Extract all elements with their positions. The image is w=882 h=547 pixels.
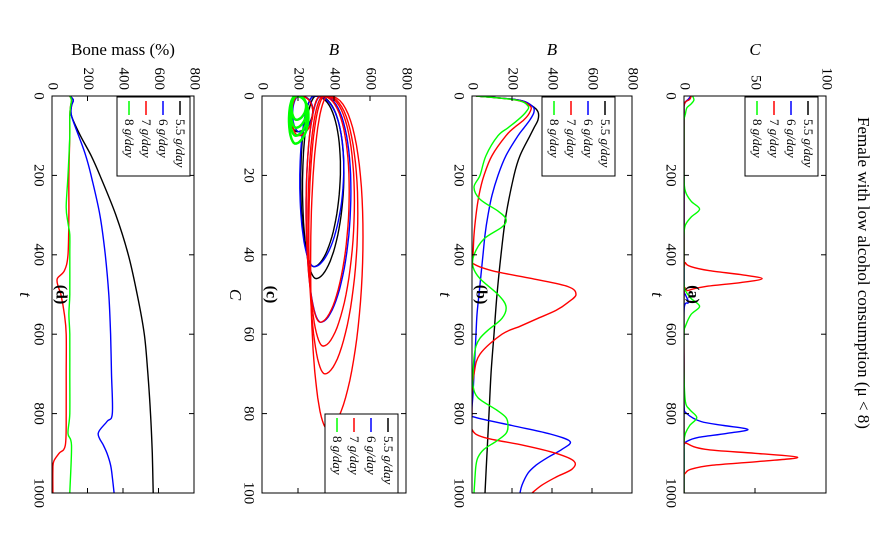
y-tick-label: 600 — [363, 68, 379, 91]
x-tick-label: 200 — [663, 164, 679, 187]
y-tick-label: 600 — [151, 68, 167, 91]
legend-label-6: 6 g/day — [156, 119, 171, 158]
legend-label-8: 8 g/day — [330, 436, 345, 475]
plot-area-b — [472, 96, 577, 493]
x-tick-label: 0 — [663, 92, 679, 100]
x-tick-label: 1000 — [31, 478, 47, 508]
series-8-line — [65, 96, 73, 493]
x-tick-label: 400 — [31, 244, 47, 266]
y-axis-label: C — [749, 40, 761, 59]
x-tick-label: 600 — [31, 323, 47, 346]
legend-label-7: 7 g/day — [564, 119, 579, 158]
x-tick-label: 1000 — [663, 478, 679, 508]
series-7-line — [684, 96, 799, 493]
x-tick-label: 800 — [31, 402, 47, 425]
legend-label-5-5: 5.5 g/day — [801, 119, 816, 168]
y-tick-label: 200 — [80, 68, 96, 91]
y-tick-label: 0 — [45, 83, 61, 91]
y-tick-label: 100 — [819, 68, 835, 91]
panel-label-c: (c) — [262, 286, 279, 304]
x-tick-label: 100 — [241, 482, 257, 505]
legend-label-6: 6 g/day — [581, 119, 596, 158]
x-tick-label: 40 — [241, 247, 257, 262]
x-axis-label: t — [16, 292, 35, 298]
plot-area-d — [52, 96, 154, 493]
y-tick-label: 800 — [625, 68, 641, 91]
legend-label-5-5: 5.5 g/day — [598, 119, 613, 168]
y-tick-label: 50 — [748, 75, 764, 90]
legend-label-6: 6 g/day — [784, 119, 799, 158]
x-tick-label: 400 — [451, 244, 467, 266]
legend-label-7: 7 g/day — [139, 119, 154, 158]
series-8-loop-4 — [290, 96, 308, 122]
legend-label-5-5: 5.5 g/day — [381, 436, 396, 485]
legend-label-7: 7 g/day — [347, 436, 362, 475]
legend-label-8: 8 g/day — [750, 119, 765, 158]
series-6-line — [684, 96, 749, 493]
y-tick-label: 800 — [399, 68, 415, 91]
y-tick-label: 400 — [545, 68, 561, 91]
x-axis-label: C — [226, 289, 245, 301]
legend-label-8: 8 g/day — [122, 119, 137, 158]
panel-d: 0 200 400 600 800 1000 0 200 400 600 800 Bone mass … — [16, 40, 203, 508]
y-tick-label: 800 — [187, 68, 203, 91]
y-tick-label: 200 — [291, 68, 307, 91]
y-axis-label: B — [547, 40, 558, 59]
series-7-line — [472, 96, 577, 493]
series-7-loop-1 — [309, 96, 364, 431]
panel-c: 0 20 40 60 80 100 0 200 400 600 800 B C (c) 5.5 g/day6… — [226, 40, 415, 504]
panel-label-d: (d) — [52, 285, 69, 305]
x-tick-label: 20 — [241, 168, 257, 183]
panel-b: 0 200 400 600 800 1000 0 200 400 600 800 Bt (b) 5.5 g… — [436, 40, 641, 508]
y-axis-label: Bone mass (%) — [71, 40, 175, 59]
x-axis-label: t — [436, 292, 455, 298]
series-5-5-line — [475, 96, 540, 493]
x-tick-label: 1000 — [451, 478, 467, 508]
y-tick-label: 200 — [505, 68, 521, 91]
x-tick-label: 200 — [31, 164, 47, 187]
x-tick-label: 400 — [663, 244, 679, 266]
x-axis-label: t — [648, 292, 667, 298]
panel-label-a: (a) — [684, 285, 701, 304]
x-tick-label: 0 — [451, 92, 467, 100]
x-tick-label: 0 — [31, 92, 47, 100]
y-tick-label: 400 — [116, 68, 132, 91]
x-tick-label: 60 — [241, 327, 257, 342]
x-tick-label: 600 — [663, 323, 679, 346]
y-tick-label: 0 — [255, 83, 271, 91]
x-tick-label: 0 — [241, 92, 257, 100]
series-7-loop-4 — [305, 96, 350, 324]
y-tick-label: 0 — [465, 83, 481, 91]
y-tick-label: 600 — [585, 68, 601, 91]
series-6-line — [472, 96, 572, 493]
plot-area-a — [684, 96, 799, 493]
legend-label-7: 7 g/day — [767, 119, 782, 158]
legend-label-5-5: 5.5 g/day — [173, 119, 188, 168]
plot-area-c — [287, 96, 364, 431]
series-8-line — [472, 96, 530, 493]
x-tick-label: 600 — [451, 323, 467, 346]
legend-label-6: 6 g/day — [364, 436, 379, 475]
x-tick-label: 200 — [451, 164, 467, 187]
panel-label-b: (b) — [472, 285, 489, 305]
legend-label-8: 8 g/day — [547, 119, 562, 158]
figure-title: Female with low alcohol consumption (μ <… — [854, 117, 873, 429]
series-7-loop-3 — [307, 96, 356, 347]
series-6-line — [69, 96, 115, 493]
x-tick-label: 800 — [663, 402, 679, 425]
series-7-loop-2 — [308, 96, 359, 375]
series-8-line — [684, 96, 701, 493]
y-tick-label: 400 — [327, 68, 343, 91]
y-axis-label: B — [329, 40, 340, 59]
x-tick-label: 800 — [451, 402, 467, 425]
y-tick-label: 0 — [677, 83, 693, 91]
x-tick-label: 80 — [241, 406, 257, 421]
